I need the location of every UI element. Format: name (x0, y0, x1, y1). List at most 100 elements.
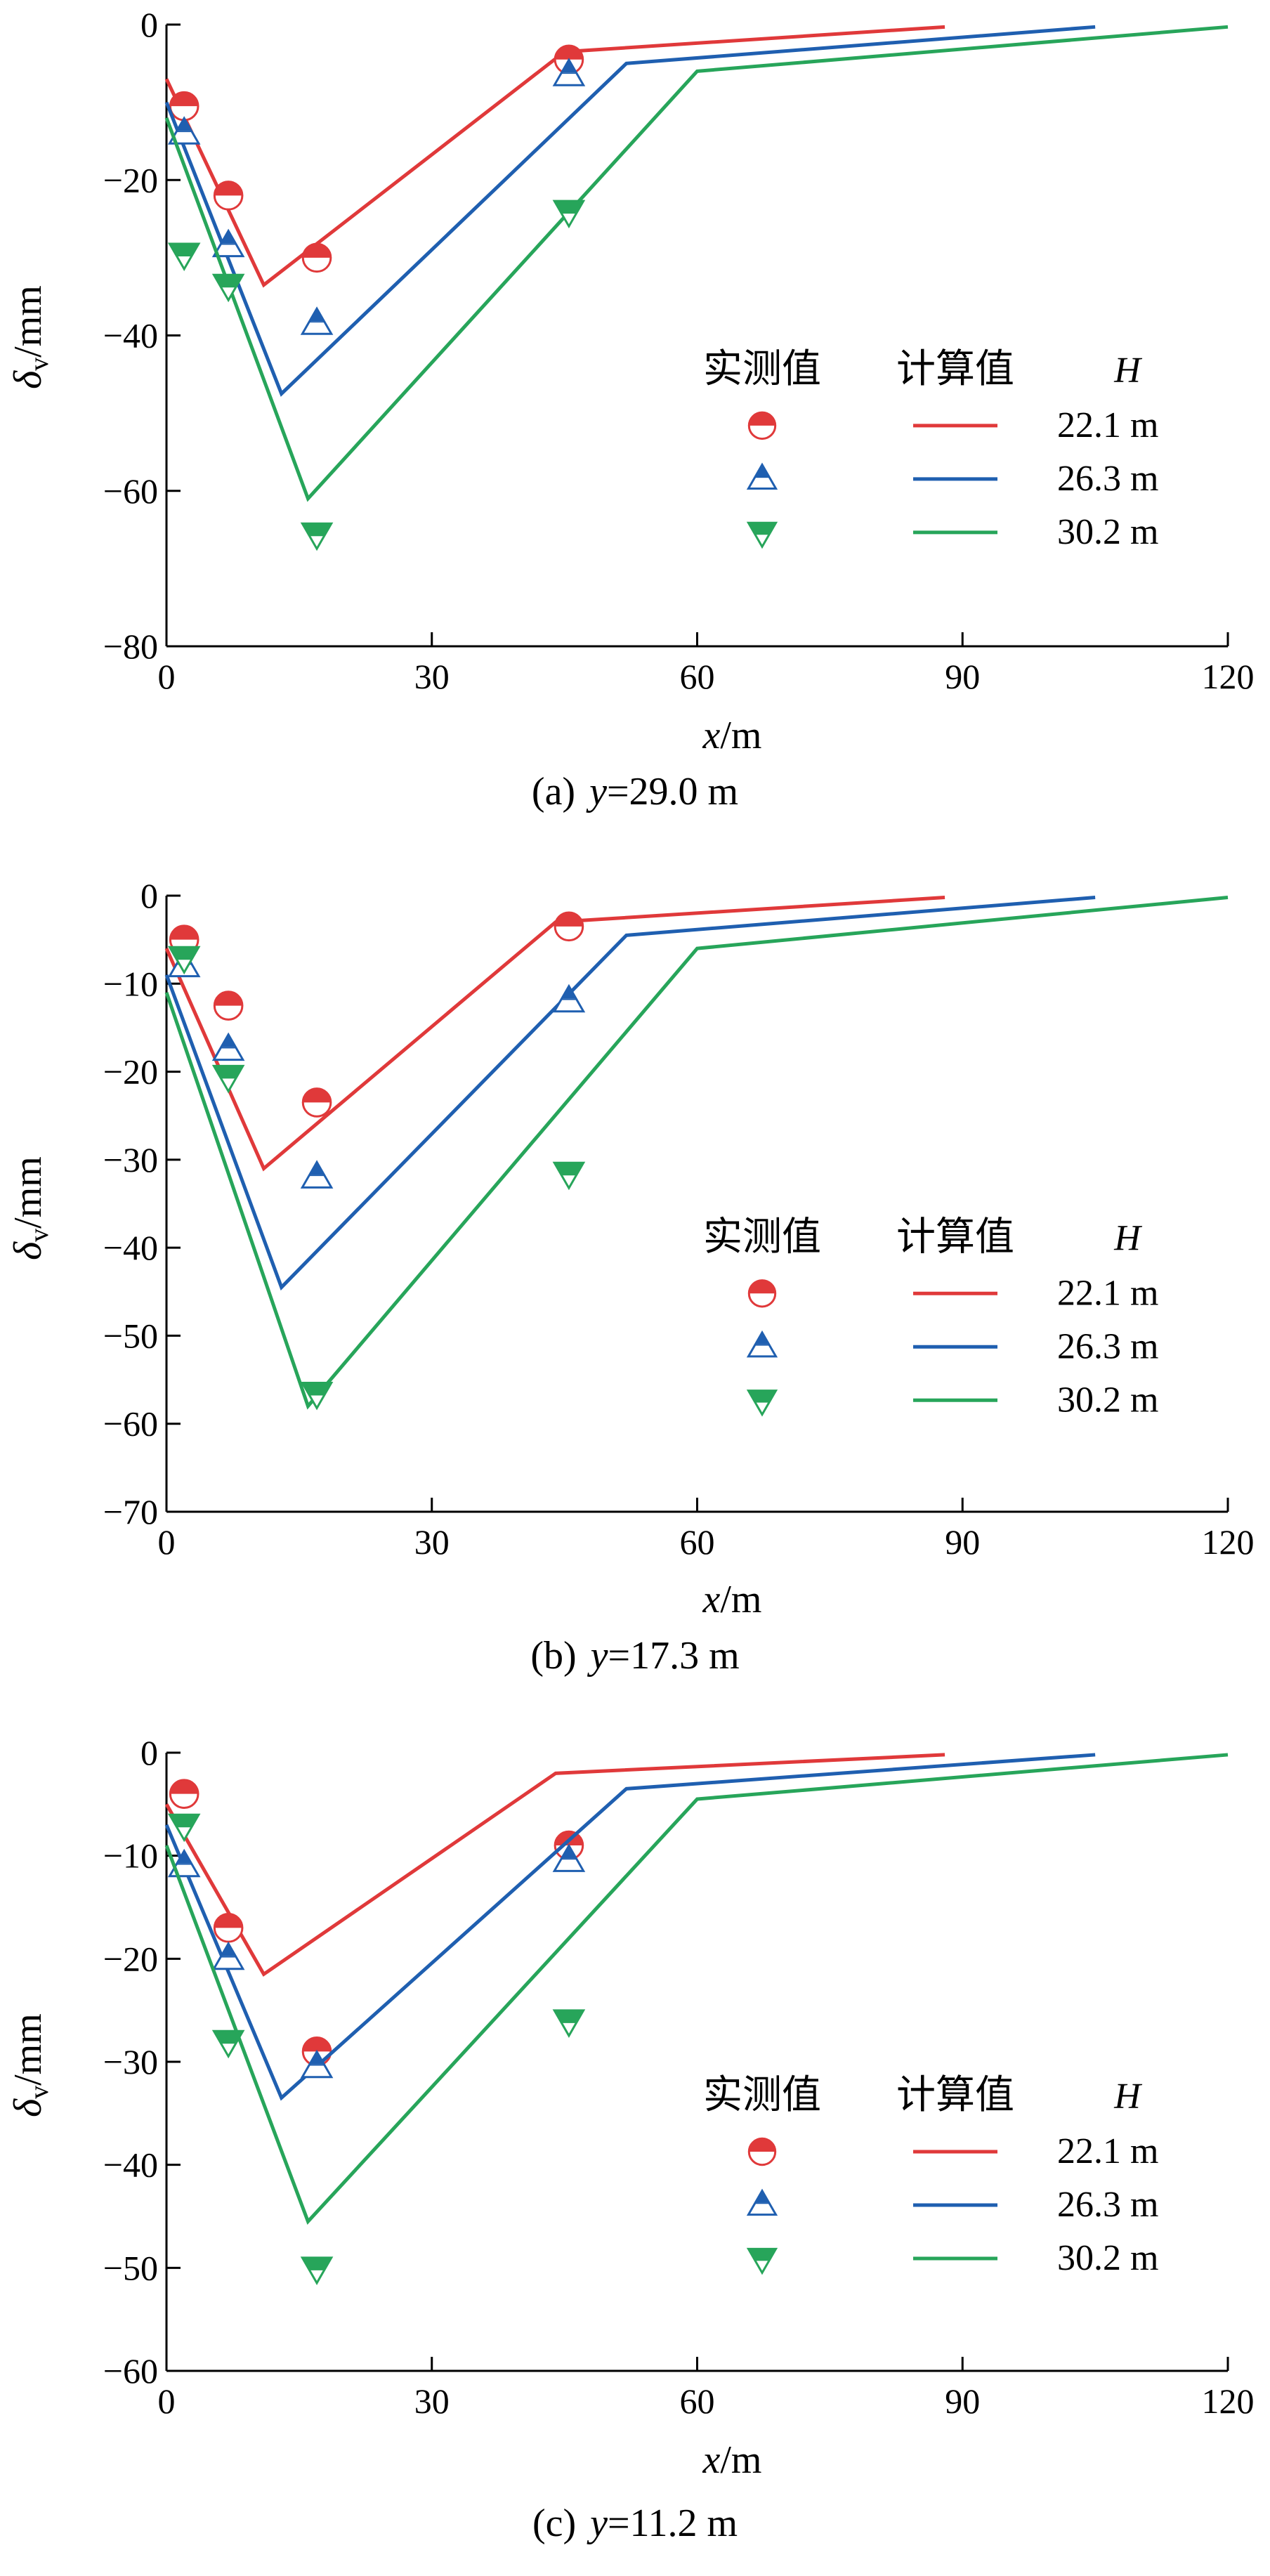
measured-point (211, 1941, 245, 1970)
x-tick-label: 90 (945, 2381, 980, 2421)
measured-point (300, 1160, 334, 1189)
x-axis-label: x/m (702, 714, 762, 757)
y-tick-label: 0 (140, 1733, 158, 1772)
y-tick-label: −30 (103, 1140, 158, 1179)
legend-series-label: 22.1 m (1057, 2131, 1158, 2171)
legend-marker (746, 1390, 778, 1417)
chart-panel-2: 0 30 60 90 120 0 −10 −20 −30 −40 −50 −60 −70 x/m δv/mm… (6, 876, 1255, 1678)
measured-point (300, 1381, 334, 1411)
y-tick-label: −80 (103, 627, 158, 666)
measured-point (211, 2029, 245, 2059)
legend-calculated-header: 计算值 (896, 346, 1014, 392)
measured-point (211, 1032, 245, 1061)
measured-point (552, 1843, 586, 1872)
measured-point (211, 273, 245, 303)
measured-point (300, 306, 334, 335)
y-tick-label: −20 (103, 160, 158, 200)
measured-point (300, 2049, 334, 2079)
legend-marker (746, 521, 778, 549)
calculated-line-22-1-m (164, 896, 945, 1172)
y-tick-label: −60 (103, 471, 158, 511)
y-tick-label: −60 (103, 2351, 158, 2391)
x-axis-label: x/m (702, 1578, 762, 1621)
x-tick-label: 60 (680, 2381, 715, 2421)
measured-point (167, 946, 201, 975)
x-tick-label: 120 (1202, 657, 1255, 696)
legend-measured-header: 实测值 (703, 1214, 821, 1260)
legend-marker (747, 1279, 777, 1308)
legend-series-label: 30.2 m (1057, 512, 1158, 552)
legend-series-label: 22.1 m (1057, 405, 1158, 445)
measured-point (552, 1161, 586, 1191)
y-tick-label: −40 (103, 2145, 158, 2185)
measured-point (167, 1813, 201, 1843)
calculated-line-30-2-m (164, 25, 1229, 502)
y-tick-label: −10 (103, 964, 158, 1003)
legend-marker (746, 2247, 778, 2275)
measured-point (301, 1087, 332, 1118)
calculated-line-30-2-m (164, 896, 1229, 1410)
chart-panel-3: 0 30 60 90 120 0 −10 −20 −30 −40 −50 −60 x/m δv/mm 实测值… (6, 1733, 1255, 2545)
y-tick-label: −40 (103, 1228, 158, 1267)
measured-point (552, 2009, 586, 2038)
measured-point (552, 983, 586, 1013)
measured-point (169, 91, 199, 122)
legend-series-label: 26.3 m (1057, 459, 1158, 499)
x-tick-label: 60 (680, 657, 715, 696)
calculated-line-22-1-m (164, 25, 945, 288)
measured-point (554, 911, 584, 942)
calculated-line-26-3-m (164, 25, 1096, 397)
measured-point (552, 200, 586, 229)
legend-marker (746, 2188, 778, 2216)
y-axis-label: δv/mm (6, 1156, 54, 1260)
measured-point (167, 242, 201, 271)
y-tick-label: −20 (103, 1939, 158, 1978)
legend-series-label: 30.2 m (1057, 2238, 1158, 2278)
x-tick-label: 0 (158, 2381, 176, 2421)
legend-measured-header: 实测值 (703, 2072, 821, 2118)
legend-marker (746, 1330, 778, 1358)
x-tick-label: 0 (158, 657, 176, 696)
y-axis-label: δv/mm (6, 285, 54, 389)
x-tick-label: 120 (1202, 1522, 1255, 1562)
measured-point (213, 990, 244, 1021)
y-tick-label: −20 (103, 1052, 158, 1092)
legend-marker (747, 2137, 777, 2166)
x-tick-label: 30 (414, 657, 450, 696)
calculated-line-26-3-m (164, 896, 1096, 1291)
legend: 实测值 计算值 H 22.1 m 26.3 m 30.2 m (703, 1214, 1158, 1420)
x-tick-label: 90 (945, 1522, 980, 1562)
measured-point (300, 522, 334, 551)
x-tick-label: 30 (414, 2381, 450, 2421)
y-axis-label: δv/mm (6, 2013, 54, 2117)
chart-panel-1: 0 30 60 90 120 0 −20 −40 −60 −80 x/m δv/mm 实测值 计算值 H 22… (6, 5, 1255, 813)
y-tick-label: 0 (140, 5, 158, 44)
legend-calculated-header: 计算值 (896, 1214, 1014, 1260)
x-tick-label: 120 (1202, 2381, 1255, 2421)
x-tick-label: 60 (680, 1522, 715, 1562)
y-tick-label: −30 (103, 2042, 158, 2081)
x-tick-label: 90 (945, 657, 980, 696)
y-tick-label: −60 (103, 1404, 158, 1444)
measured-point (169, 1779, 199, 1809)
x-tick-label: 0 (158, 1522, 176, 1562)
measured-point (300, 2256, 334, 2285)
y-tick-label: 0 (140, 876, 158, 915)
y-tick-label: −10 (103, 1836, 158, 1876)
measured-point (213, 1913, 244, 1943)
legend-series-label: 26.3 m (1057, 2185, 1158, 2225)
measured-point (211, 1064, 245, 1094)
legend-marker (746, 462, 778, 490)
legend: 实测值 计算值 H 22.1 m 26.3 m 30.2 m (703, 2072, 1158, 2278)
legend-calculated-header: 计算值 (896, 2072, 1014, 2118)
x-tick-label: 30 (414, 1522, 450, 1562)
legend-group-header: H (1113, 351, 1142, 391)
legend-group-header: H (1113, 2077, 1142, 2117)
legend-marker (747, 411, 777, 440)
y-tick-label: −70 (103, 1492, 158, 1531)
y-tick-label: −50 (103, 2248, 158, 2287)
measured-point (301, 242, 332, 273)
legend-series-label: 22.1 m (1057, 1273, 1158, 1313)
measured-point (552, 58, 586, 86)
panel-caption: (a) y=29.0 m (532, 770, 738, 813)
